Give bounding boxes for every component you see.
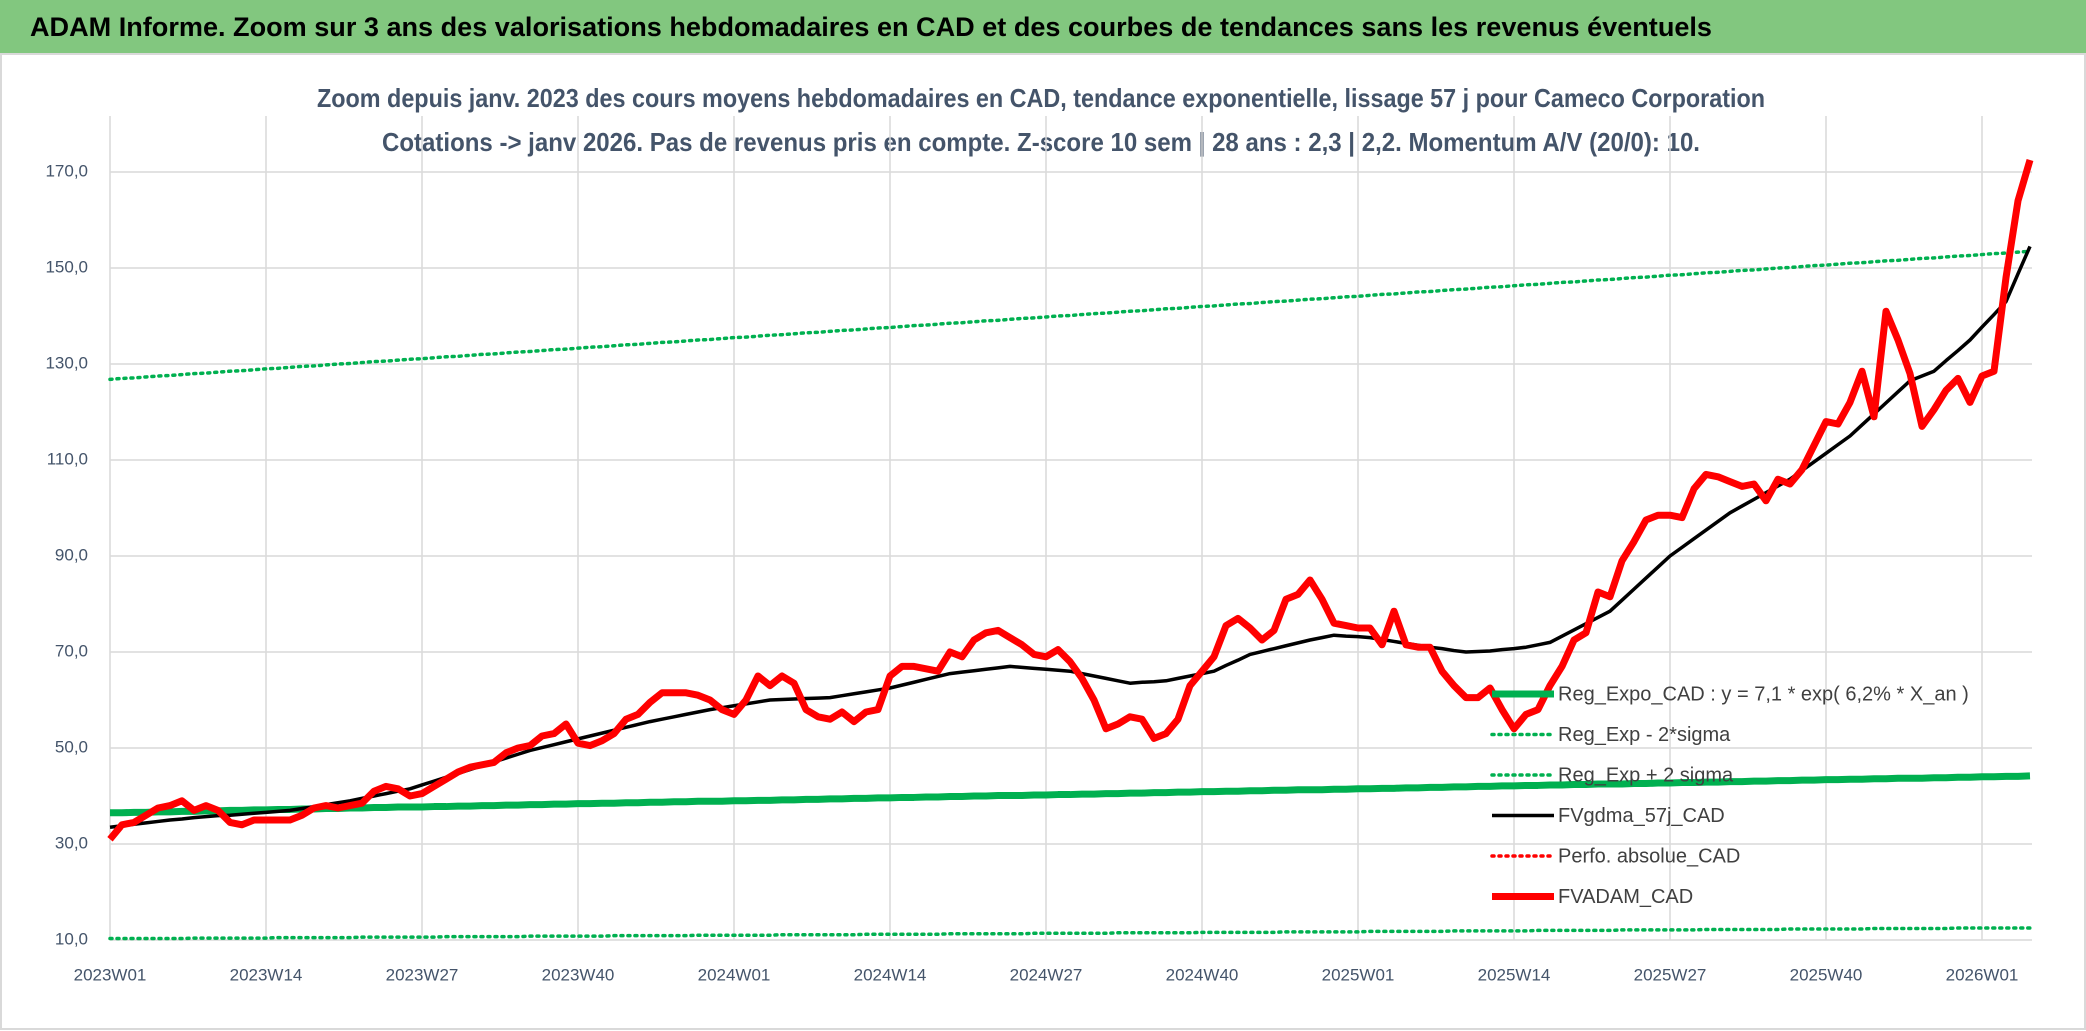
chart-area bbox=[0, 53, 2086, 1030]
y-tick-label: 110,0 bbox=[47, 449, 88, 468]
x-tick-label: 2024W40 bbox=[1166, 965, 1239, 984]
y-tick-label: 130,0 bbox=[45, 353, 88, 372]
y-tick-label: 30,0 bbox=[55, 833, 88, 852]
series-line bbox=[107, 159, 2034, 842]
chart-title: ADAM Informe. Zoom sur 3 ans des valoris… bbox=[30, 12, 1712, 42]
x-tick-label: 2025W27 bbox=[1634, 965, 1707, 984]
x-tick-label: 2023W01 bbox=[74, 965, 147, 984]
y-tick-label: 90,0 bbox=[55, 545, 88, 564]
chart-subtitle: Cotations -> janv 2026. Pas de revenus p… bbox=[382, 127, 1700, 157]
legend-label: Reg_Exp - 2*sigma bbox=[1558, 724, 1731, 746]
x-tick-label: 2024W27 bbox=[1010, 965, 1083, 984]
y-tick-label: 170,0 bbox=[45, 161, 88, 180]
x-tick-label: 2023W14 bbox=[230, 965, 303, 984]
y-tick-label: 70,0 bbox=[55, 641, 88, 660]
legend-label: FVgdma_57j_CAD bbox=[1558, 805, 1725, 827]
legend-label: Perfo. absolue_CAD bbox=[1558, 845, 1740, 867]
x-tick-label: 2025W40 bbox=[1790, 965, 1863, 984]
x-tick-label: 2024W01 bbox=[698, 965, 771, 984]
series-line bbox=[109, 245, 2032, 829]
legend-label: Reg_Expo_CAD : y = 7,1 * exp( 6,2% * X_a… bbox=[1558, 683, 1969, 705]
y-tick-label: 150,0 bbox=[45, 257, 88, 276]
chart-subtitle: Zoom depuis janv. 2023 des cours moyens … bbox=[317, 83, 1765, 113]
title-band bbox=[0, 0, 2086, 54]
series-line bbox=[108, 926, 2032, 941]
x-tick-label: 2024W14 bbox=[854, 965, 927, 984]
legend-label: FVADAM_CAD bbox=[1558, 886, 1693, 908]
y-tick-label: 10,0 bbox=[55, 929, 88, 948]
x-tick-label: 2026W01 bbox=[1946, 965, 2019, 984]
series-line bbox=[108, 249, 2032, 382]
x-tick-label: 2023W40 bbox=[542, 965, 615, 984]
x-tick-label: 2025W01 bbox=[1322, 965, 1395, 984]
y-tick-label: 50,0 bbox=[55, 737, 88, 756]
x-tick-label: 2025W14 bbox=[1478, 965, 1551, 984]
x-tick-label: 2023W27 bbox=[386, 965, 459, 984]
legend-label: Reg_Exp + 2 sigma bbox=[1558, 764, 1734, 786]
series-line bbox=[110, 772, 2031, 817]
